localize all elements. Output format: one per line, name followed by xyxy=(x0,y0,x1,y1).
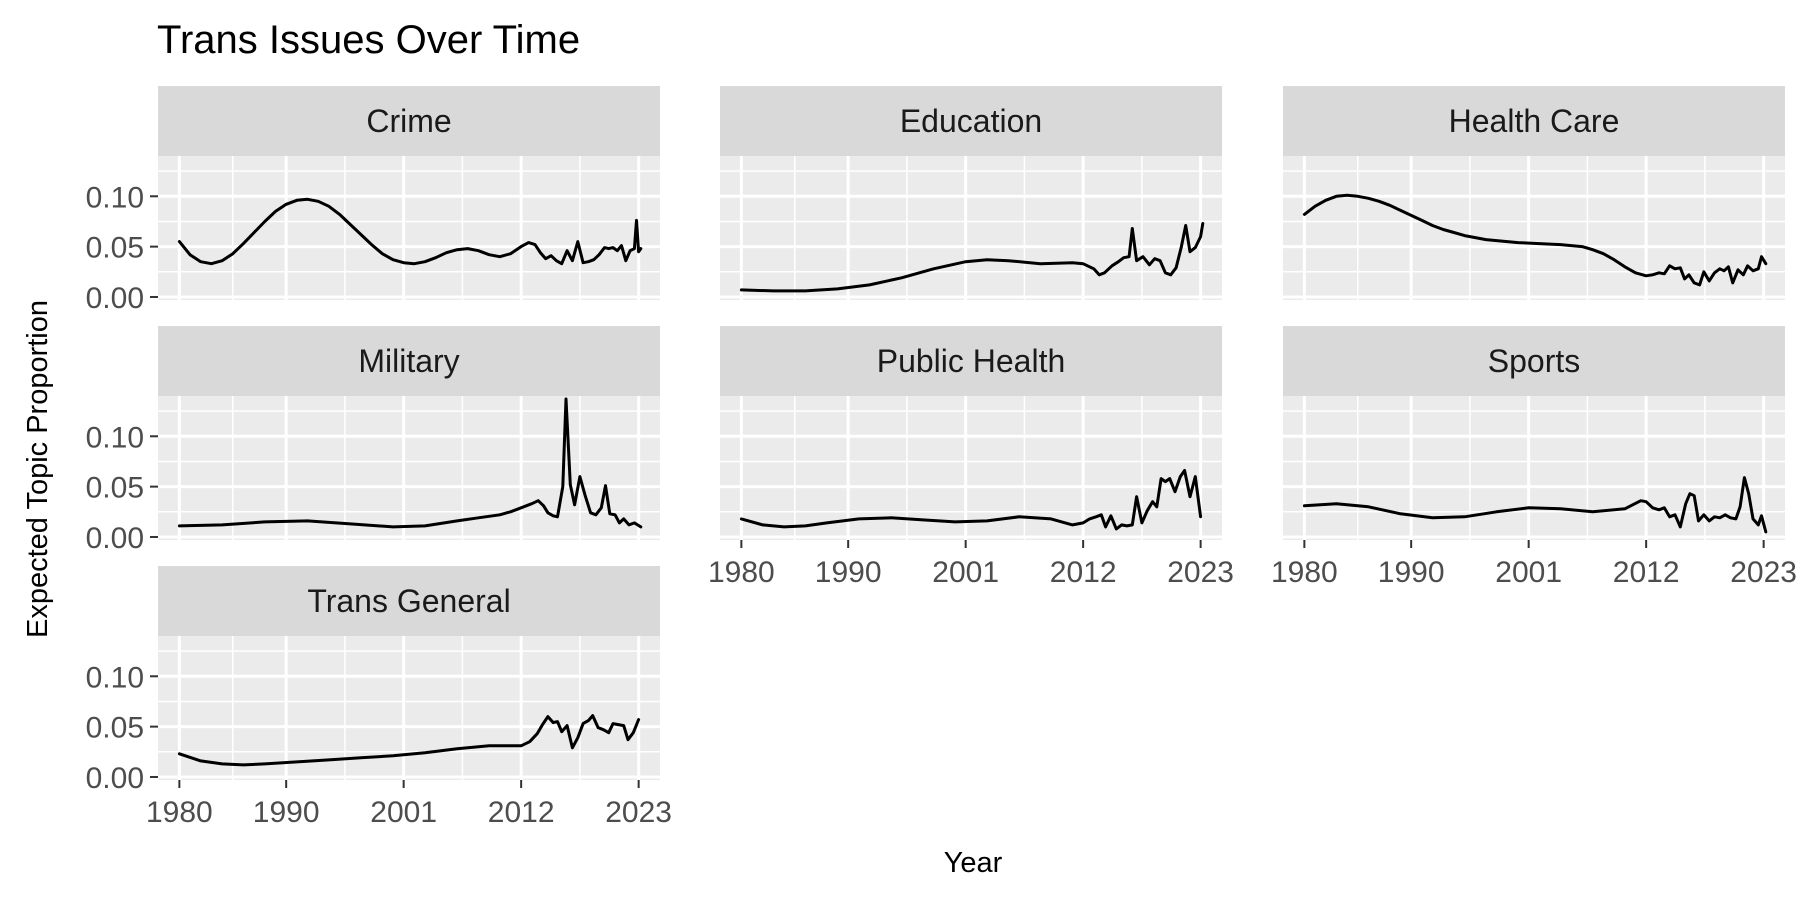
x-tick-label: 2012 xyxy=(1613,556,1680,589)
strip-label-sports: Sports xyxy=(1488,343,1580,379)
panel-health-care: Health Care xyxy=(1283,86,1785,300)
strip-label-education: Education xyxy=(900,103,1042,139)
x-tick-label: 2023 xyxy=(1730,556,1797,589)
panel-trans-general: Trans General 0.00 0.05 0.10 1980 1990 2001 201… xyxy=(86,566,672,829)
panel-crime: Crime 0.00 0.05 0.10 xyxy=(86,86,660,315)
x-tick-label: 1980 xyxy=(1271,556,1338,589)
strip-sports xyxy=(1283,326,1785,396)
y-tick-label: 0.00 xyxy=(86,522,144,555)
x-tick-label: 2001 xyxy=(370,796,437,829)
x-tick-label: 2012 xyxy=(1050,556,1117,589)
series-line-public-health xyxy=(739,469,1203,531)
x-tick-label: 1990 xyxy=(815,556,882,589)
series-line-education xyxy=(739,222,1205,293)
y-tick-label: 0.10 xyxy=(86,181,144,214)
x-axis-title: Year xyxy=(944,847,1003,879)
series-line-crime xyxy=(177,197,643,266)
plot-background-education xyxy=(720,156,1222,300)
x-tick-label: 1980 xyxy=(146,796,213,829)
y-tick-label: 0.00 xyxy=(86,762,144,795)
x-tick-label: 2023 xyxy=(605,796,672,829)
x-tick-label: 2023 xyxy=(1167,556,1234,589)
y-tick-label: 0.05 xyxy=(86,232,144,265)
x-tick-label: 2001 xyxy=(932,556,999,589)
strip-label-trans-general: Trans General xyxy=(307,583,510,619)
strip-public-health xyxy=(720,326,1222,396)
strip-military xyxy=(158,326,660,396)
x-tick-label: 1980 xyxy=(708,556,775,589)
y-tick-label: 0.00 xyxy=(86,282,144,315)
chart-title: Trans Issues Over Time xyxy=(157,18,580,62)
strip-trans-general xyxy=(158,566,660,636)
series-line-military xyxy=(177,397,643,529)
strip-label-military: Military xyxy=(358,343,459,379)
strip-health-care xyxy=(1283,86,1785,156)
series-line-trans-general xyxy=(177,714,641,767)
strip-label-crime: Crime xyxy=(366,103,451,139)
panel-public-health: Public Health 1980 1990 2001 2012 2023 xyxy=(708,326,1234,589)
plot-background-crime xyxy=(158,156,660,300)
x-tick-label: 2001 xyxy=(1495,556,1562,589)
panel-military: Military 0.00 0.05 0.10 xyxy=(86,326,660,555)
series-line-sports xyxy=(1302,476,1768,534)
strip-label-public-health: Public Health xyxy=(877,343,1066,379)
plot-background-military xyxy=(158,396,660,540)
y-tick-label: 0.10 xyxy=(86,421,144,454)
y-tick-label: 0.10 xyxy=(86,661,144,694)
panel-sports: Sports 1980 1990 2001 2012 2023 xyxy=(1271,326,1797,589)
series-line-health-care xyxy=(1302,193,1768,287)
facet-panels: Crime 0.00 0.05 0.10 Education Health Care Mil… xyxy=(86,86,1797,829)
y-tick-label: 0.05 xyxy=(86,712,144,745)
x-tick-label: 1990 xyxy=(253,796,320,829)
plot-background-public-health xyxy=(720,396,1222,540)
strip-label-health-care: Health Care xyxy=(1449,103,1620,139)
strip-education xyxy=(720,86,1222,156)
y-axis-title: Expected Topic Proportion xyxy=(22,300,54,638)
plot-background-trans-general xyxy=(158,636,660,780)
panel-education: Education xyxy=(720,86,1222,300)
x-tick-label: 2012 xyxy=(488,796,555,829)
x-tick-label: 1990 xyxy=(1378,556,1445,589)
y-tick-label: 0.05 xyxy=(86,472,144,505)
strip-crime xyxy=(158,86,660,156)
